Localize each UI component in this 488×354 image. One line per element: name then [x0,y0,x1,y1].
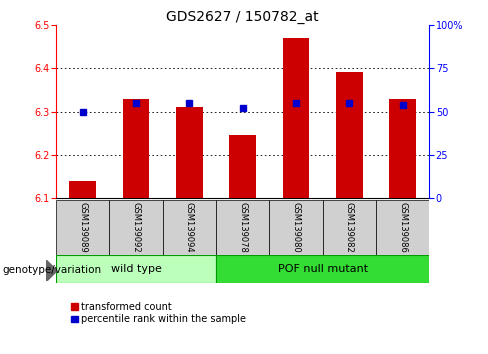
Title: GDS2627 / 150782_at: GDS2627 / 150782_at [166,10,319,24]
Bar [69,181,96,198]
Text: genotype/variation: genotype/variation [2,265,102,275]
Bar [123,98,149,198]
Legend: transformed count, percentile rank within the sample: transformed count, percentile rank withi… [71,302,246,324]
Bar [389,98,416,198]
Polygon shape [46,260,57,281]
Bar [176,107,203,198]
Text: wild type: wild type [111,264,162,274]
Bar [56,255,216,283]
Bar [216,255,429,283]
Text: GSM139080: GSM139080 [292,202,301,253]
Bar [56,200,109,255]
Bar [163,200,216,255]
Text: GSM139086: GSM139086 [398,202,407,253]
Bar [283,38,309,198]
Bar [109,200,163,255]
Text: POF null mutant: POF null mutant [278,264,368,274]
Bar [229,135,256,198]
Bar [376,200,429,255]
Text: GSM139094: GSM139094 [185,202,194,253]
Bar [216,200,269,255]
Bar [269,200,323,255]
Text: GSM139089: GSM139089 [78,202,87,253]
Text: GSM139092: GSM139092 [132,202,141,253]
Bar [323,200,376,255]
Text: GSM139082: GSM139082 [345,202,354,253]
Text: GSM139078: GSM139078 [238,202,247,253]
Bar [336,73,363,198]
